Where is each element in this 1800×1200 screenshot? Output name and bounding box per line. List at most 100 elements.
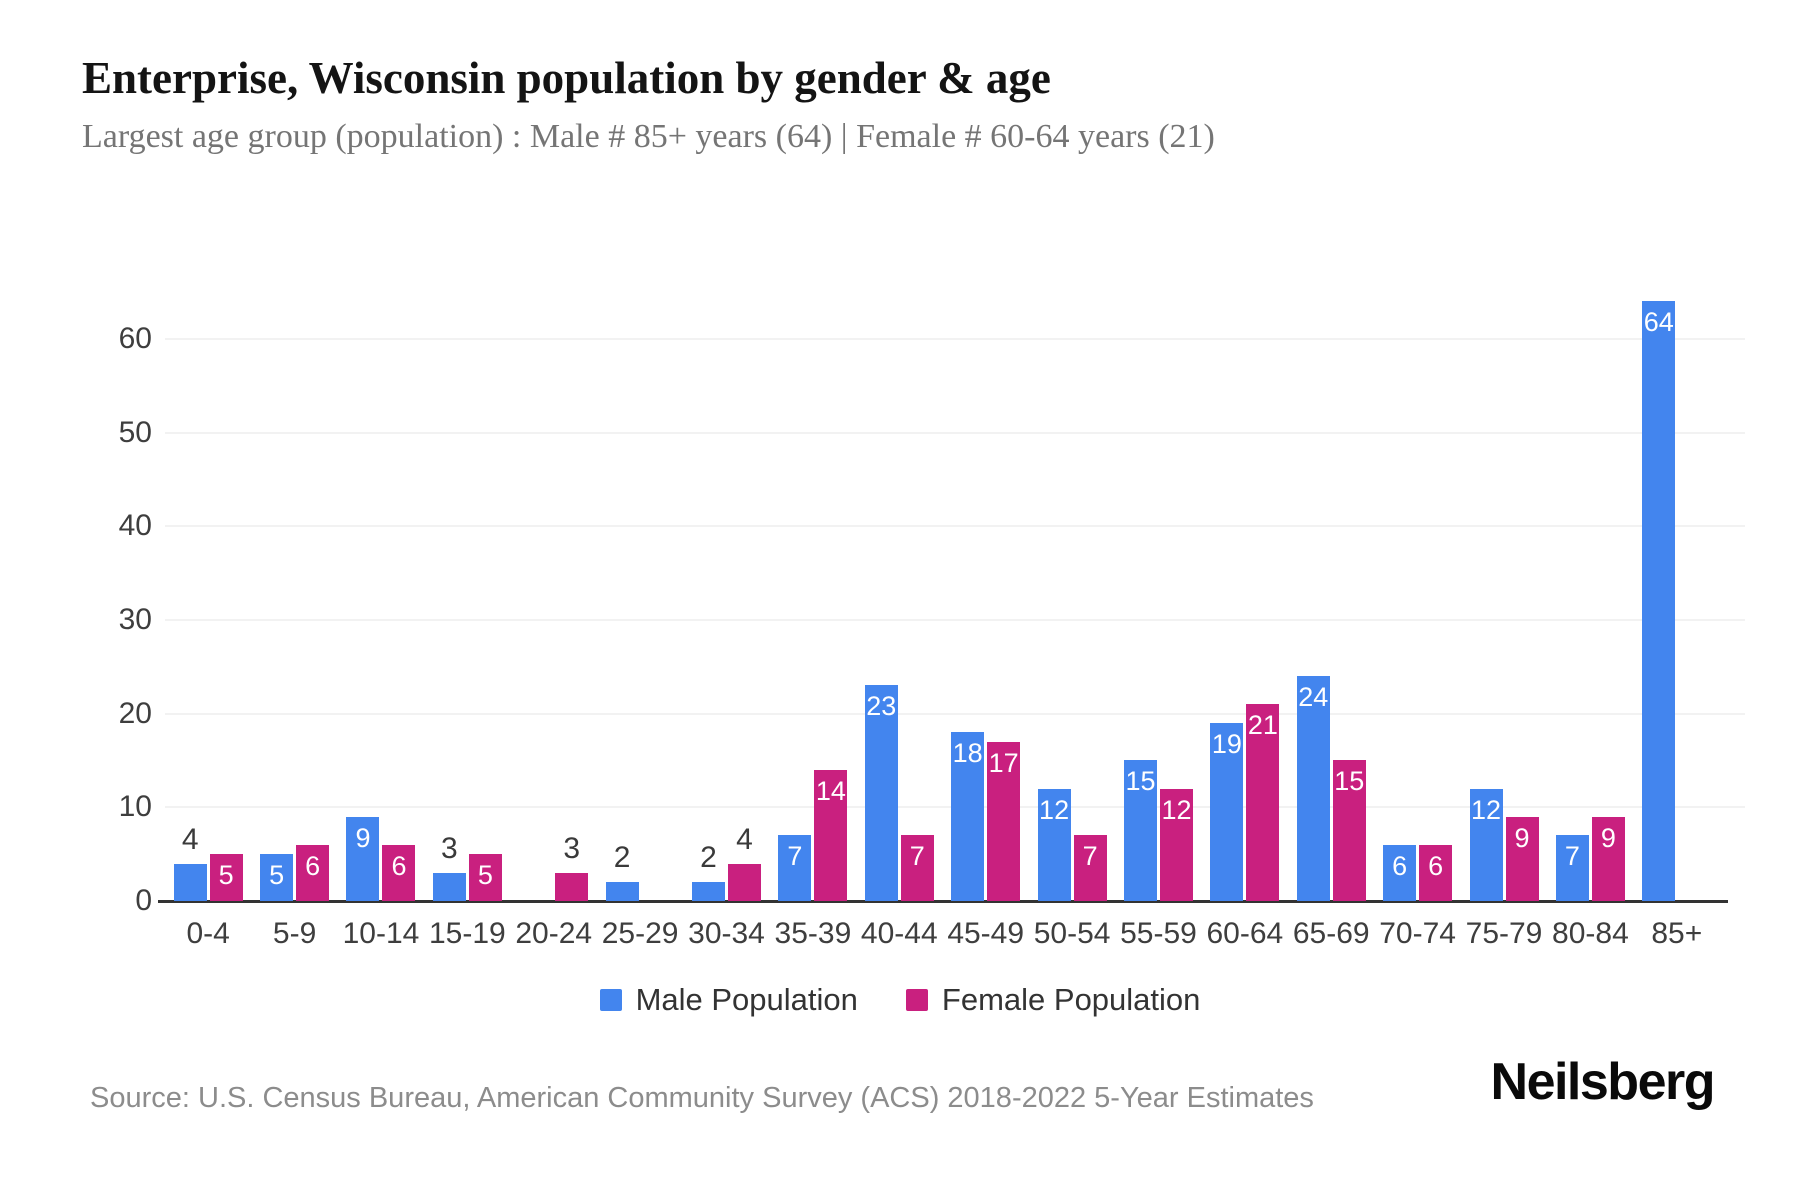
bar-male-0-4[interactable] [173, 863, 207, 901]
x-tick-label-80-84: 80-84 [1552, 917, 1629, 950]
bar-female-70-74[interactable] [1419, 844, 1453, 901]
bar-female-55-59[interactable] [1159, 788, 1193, 901]
bar-female-30-34-value: 4 [736, 822, 753, 856]
legend-item-female[interactable]: Female Population [905, 982, 1201, 1018]
bar-female-40-44[interactable] [900, 835, 934, 901]
page-subtitle: Largest age group (population) : Male # … [82, 118, 1215, 155]
bar-male-65-69-value: 24 [1298, 682, 1329, 713]
y-tick-label-30: 30 [118, 602, 152, 636]
bar-male-85+[interactable] [1642, 301, 1676, 901]
bar-female-35-39[interactable] [814, 769, 848, 901]
bar-male-45-49[interactable] [951, 732, 985, 901]
bar-male-80-84-value: 7 [1564, 841, 1580, 872]
x-tick-label-5-9: 5-9 [272, 917, 317, 950]
bar-male-75-79[interactable] [1469, 788, 1503, 901]
bar-female-50-54-value: 7 [1082, 841, 1098, 872]
bar-male-55-59-value: 15 [1125, 766, 1156, 797]
x-tick-label-15-19: 15-19 [428, 917, 506, 950]
bar-male-60-64[interactable] [1210, 722, 1244, 901]
bar-female-15-19[interactable] [468, 854, 502, 901]
bar-male-40-44-value: 23 [866, 691, 897, 722]
source-note: Source: U.S. Census Bureau, American Com… [90, 1082, 1314, 1114]
bar-female-40-44-value: 7 [909, 841, 925, 872]
gridline-30 [165, 618, 1745, 621]
female-swatch-icon [905, 989, 928, 1011]
page-title: Enterprise, Wisconsin population by gend… [82, 53, 1051, 103]
bar-female-65-69-value: 15 [1334, 766, 1365, 797]
bar-male-35-39[interactable] [778, 835, 812, 901]
gridline-50 [165, 431, 1745, 434]
bar-male-85+-value: 64 [1643, 307, 1674, 338]
bar-male-70-74[interactable] [1383, 844, 1417, 901]
y-tick-label-20: 20 [118, 696, 152, 730]
bar-male-50-54[interactable] [1037, 788, 1071, 901]
y-tick-label-50: 50 [118, 415, 152, 449]
bar-female-55-59-value: 12 [1161, 794, 1192, 825]
bar-male-30-34[interactable] [692, 882, 726, 901]
x-tick-label-70-74: 70-74 [1379, 917, 1456, 950]
x-tick-label-55-59: 55-59 [1120, 917, 1197, 950]
bar-male-45-49-value: 18 [952, 738, 983, 769]
bar-male-15-19-value: 3 [441, 831, 458, 865]
bar-female-65-69[interactable] [1332, 760, 1366, 901]
bar-female-75-79-value: 9 [1514, 822, 1530, 853]
bar-female-20-24-value: 3 [563, 831, 581, 865]
bar-female-5-9[interactable] [296, 844, 330, 901]
bar-male-70-74-value: 6 [1392, 850, 1408, 881]
x-tick-label-25-29: 25-29 [601, 917, 679, 950]
bar-male-25-29[interactable] [605, 882, 639, 901]
y-tick-label-10: 10 [118, 790, 152, 824]
bar-female-75-79[interactable] [1505, 816, 1539, 901]
chart-legend: Male Population Female Population [0, 982, 1800, 1018]
bar-male-15-19[interactable] [432, 872, 466, 901]
bar-female-20-24[interactable] [555, 872, 589, 901]
bar-male-40-44[interactable] [864, 685, 898, 901]
gridline-20 [165, 712, 1745, 715]
bar-male-60-64-value: 19 [1211, 728, 1242, 759]
y-tick-label-40: 40 [118, 509, 152, 543]
bar-female-30-34[interactable] [728, 863, 762, 901]
bar-male-35-39-value: 7 [787, 841, 803, 872]
bar-male-0-4-value: 4 [181, 822, 199, 856]
bar-male-55-59[interactable] [1123, 760, 1157, 901]
bar-female-60-64[interactable] [1246, 704, 1280, 901]
bar-male-80-84[interactable] [1555, 835, 1589, 901]
bar-male-65-69[interactable] [1296, 676, 1330, 901]
bar-female-45-49[interactable] [987, 741, 1021, 901]
bar-male-5-9[interactable] [260, 854, 294, 901]
bar-female-45-49-value: 17 [988, 747, 1019, 778]
x-tick-label-20-24: 20-24 [515, 917, 593, 950]
bar-male-10-14[interactable] [346, 816, 380, 901]
neilsberg-logo[interactable]: Neilsberg [1490, 1053, 1716, 1111]
bar-female-80-84[interactable] [1591, 816, 1625, 901]
legend-label-female: Female Population [941, 982, 1201, 1017]
gridline-60 [165, 337, 1745, 340]
x-tick-label-50-54: 50-54 [1033, 917, 1111, 950]
male-swatch-icon [599, 989, 622, 1011]
bar-female-0-4-value: 5 [218, 860, 234, 891]
x-tick-label-75-79: 75-79 [1465, 917, 1543, 950]
x-tick-label-65-69: 65-69 [1292, 917, 1370, 950]
bar-female-10-14[interactable] [382, 844, 416, 901]
bar-male-25-29-value: 2 [613, 841, 631, 875]
x-tick-label-45-49: 45-49 [947, 917, 1025, 950]
x-axis-line [158, 900, 1728, 903]
x-tick-label-0-4: 0-4 [186, 917, 230, 950]
x-tick-label-40-44: 40-44 [860, 917, 938, 950]
bar-female-15-19-value: 5 [477, 860, 493, 891]
x-tick-label-60-64: 60-64 [1206, 917, 1284, 950]
x-tick-label-85+: 85+ [1651, 917, 1703, 950]
bar-female-0-4[interactable] [209, 854, 243, 901]
bar-female-50-54[interactable] [1073, 835, 1107, 901]
legend-item-male[interactable]: Male Population [599, 982, 858, 1018]
y-tick-label-60: 60 [118, 321, 152, 355]
y-tick-label-0: 0 [135, 884, 152, 917]
bar-male-30-34-value: 2 [700, 841, 717, 875]
gridline-40 [165, 525, 1745, 528]
bar-female-5-9-value: 6 [305, 850, 321, 881]
x-tick-label-30-34: 30-34 [688, 917, 765, 950]
bar-male-10-14-value: 9 [355, 822, 371, 853]
bar-female-80-84-value: 9 [1600, 822, 1616, 853]
bar-female-35-39-value: 14 [815, 775, 846, 806]
bar-female-10-14-value: 6 [391, 850, 407, 881]
